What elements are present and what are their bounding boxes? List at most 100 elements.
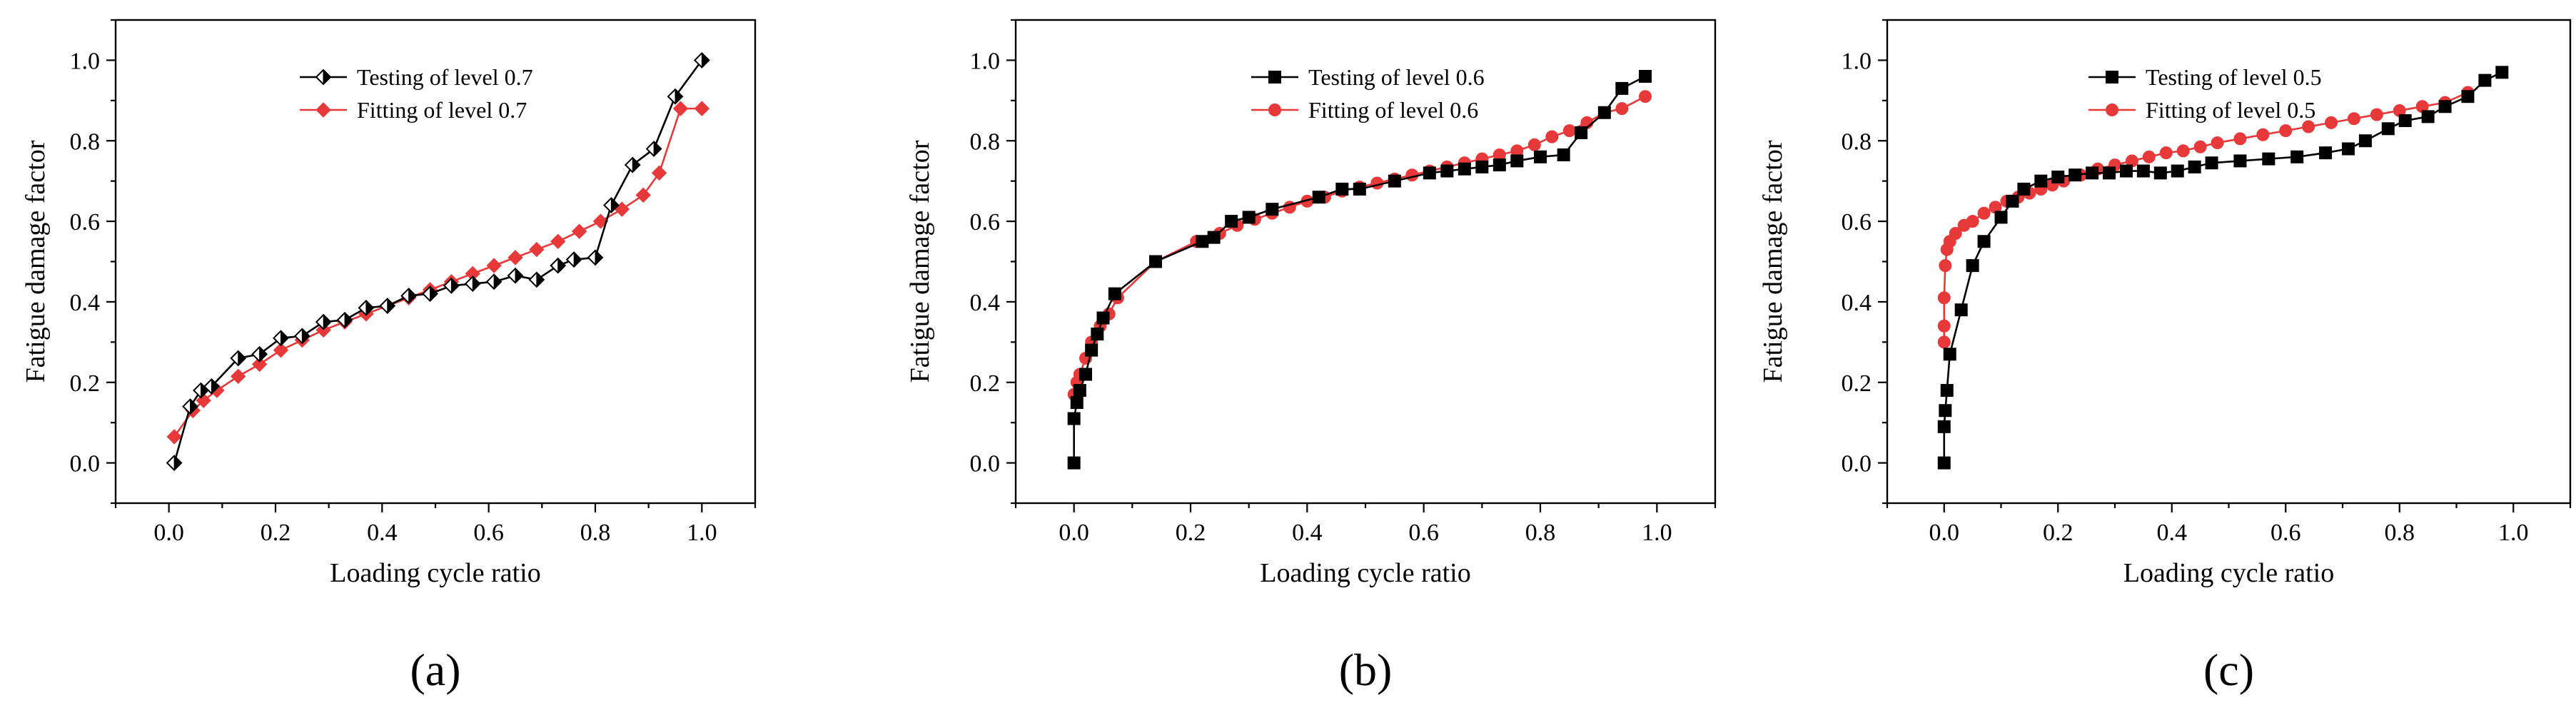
data-point [1085, 343, 1098, 357]
data-point [1562, 124, 1576, 138]
data-point [1939, 259, 1952, 273]
y-axis-label: Fatigue damage factor [21, 140, 51, 383]
y-tick-label: 1.0 [70, 48, 101, 74]
data-point [1977, 206, 1991, 220]
y-tick-label: 1.0 [1842, 48, 1872, 74]
data-point-fill [238, 350, 246, 367]
data-point [2279, 124, 2293, 138]
data-point-fill [610, 197, 620, 213]
chart-svg: 0.0 0.2 0.4 0.6 0.8 1.0 0.0 0.2 0.4 0.6 0.8 1.0 Load… [21, 19, 757, 695]
data-point [1312, 191, 1325, 204]
series-0 [1937, 66, 2509, 470]
data-point [1149, 255, 1162, 268]
data-point [2086, 166, 2099, 180]
data-point [1405, 168, 1419, 182]
data-point [2256, 128, 2270, 141]
data-point [1096, 311, 1110, 325]
data-point [1966, 259, 1979, 273]
y-tick-label: 0.0 [70, 451, 101, 477]
data-point [2034, 174, 2048, 188]
legend: Testing of level 0.5 Fitting of level 0.5 [2088, 64, 2322, 123]
data-point [2370, 108, 2383, 121]
panel-caption: (b) [1339, 644, 1393, 695]
data-point [251, 356, 268, 373]
data-point [231, 368, 246, 384]
data-point-fill [344, 312, 353, 328]
data-point-fill [408, 288, 417, 304]
data-point [2017, 182, 2031, 196]
data-point [667, 88, 684, 105]
x-tick-label: 0.8 [1525, 520, 1556, 546]
data-point [358, 299, 375, 316]
x-tick-label: 0.4 [367, 520, 398, 546]
series-0 [166, 52, 710, 471]
data-point [2006, 194, 2019, 208]
data-point-fill [259, 346, 268, 363]
data-point [464, 275, 481, 292]
data-point [571, 223, 587, 239]
chart-panel-a: 0.0 0.2 0.4 0.6 0.8 1.0 0.0 0.2 0.4 0.6 0.8 1.0 Load… [0, 0, 859, 708]
data-point-fill [675, 88, 683, 105]
x-axis-label: Loading cycle ratio [330, 558, 540, 588]
y-tick-label: 0.4 [1842, 290, 1872, 316]
series-1 [1067, 90, 1652, 401]
y-tick-label: 0.6 [1842, 209, 1872, 236]
legend-label: Fitting of level 0.6 [1308, 97, 1478, 123]
ticks: 0.0 0.2 0.4 0.6 0.8 1.0 0.0 0.2 0.4 0.6 0.8 1.0 [70, 19, 757, 546]
data-point [2495, 66, 2509, 79]
data-point [273, 330, 289, 347]
data-point [2171, 164, 2184, 178]
data-point-fill [573, 251, 582, 268]
data-point-fill [701, 52, 710, 69]
chart-panel-c: 0.0 0.2 0.4 0.6 0.8 1.0 0.0 0.2 0.4 0.6 0.8 1.0 Load… [1717, 0, 2576, 708]
x-tick-label: 0.4 [1292, 520, 1323, 546]
data-point [1067, 456, 1081, 470]
data-point [507, 267, 524, 284]
data-point [2262, 152, 2276, 166]
legend-label: Testing of level 0.7 [357, 64, 533, 90]
data-point [624, 156, 641, 173]
data-point [2319, 146, 2333, 160]
x-tick-label: 0.8 [580, 520, 611, 546]
y-tick-label: 0.0 [970, 451, 1001, 477]
data-point [485, 273, 502, 290]
y-axis-label: Fatigue damage factor [905, 140, 935, 383]
data-point [1977, 235, 1991, 248]
data-point [379, 298, 396, 314]
data-point [2358, 134, 2372, 148]
data-point [2153, 166, 2167, 180]
data-point [1266, 203, 1279, 216]
data-point [2159, 146, 2173, 160]
x-tick-label: 1.0 [2498, 520, 2529, 546]
x-axis-label: Loading cycle ratio [1260, 558, 1470, 588]
chart-svg: 0.0 0.2 0.4 0.6 0.8 1.0 0.0 0.2 0.4 0.6 0.8 1.0 Load… [905, 19, 1717, 695]
data-point [2211, 136, 2224, 150]
data-point [315, 313, 332, 330]
data-point [651, 165, 667, 181]
data-point-fill [211, 378, 220, 395]
chart-panel-b: 0.0 0.2 0.4 0.6 0.8 1.0 0.0 0.2 0.4 0.6 0.8 1.0 Load… [859, 0, 1717, 708]
plot-frame [1014, 19, 1717, 505]
data-point [2188, 160, 2201, 173]
y-tick-label: 0.6 [70, 209, 101, 236]
data-point [2478, 74, 2492, 87]
data-point [166, 429, 182, 445]
y-tick-label: 0.8 [970, 128, 1001, 155]
data-point [443, 277, 460, 294]
data-point-fill [557, 257, 566, 274]
legend-marker [315, 69, 332, 86]
data-point [1440, 164, 1454, 178]
data-point [1067, 412, 1081, 425]
data-point [2119, 164, 2133, 178]
data-point [203, 378, 220, 395]
data-point-fill [632, 156, 640, 173]
x-tick-label: 0.8 [2385, 520, 2415, 546]
y-tick-label: 0.4 [70, 290, 101, 316]
data-point [182, 398, 198, 415]
data-point-fill [536, 271, 545, 288]
legend-label: Testing of level 0.5 [2146, 64, 2322, 90]
data-point [2290, 150, 2304, 163]
legend-marker [1268, 103, 1281, 116]
data-point [486, 258, 502, 273]
series-line [1073, 96, 1646, 395]
